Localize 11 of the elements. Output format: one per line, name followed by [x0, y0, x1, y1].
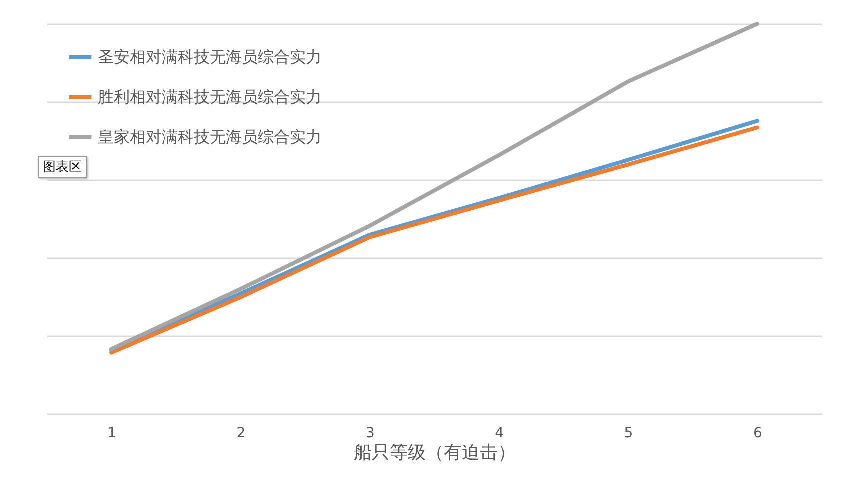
legend-label: 圣安相对满科技无海员综合实力 [98, 48, 322, 66]
legend-label: 胜利相对满科技无海员综合实力 [98, 88, 322, 106]
x-tick-label: 2 [236, 426, 246, 442]
x-tick-label: 6 [753, 426, 762, 442]
x-tick-label: 3 [366, 426, 375, 442]
x-tick-label: 5 [624, 426, 634, 442]
x-tick-label: 1 [108, 426, 117, 442]
x-axis-title: 船只等级（有迫击） [354, 442, 516, 464]
legend-label: 皇家相对满科技无海员综合实力 [98, 128, 322, 146]
tooltip-box: 图表区 [38, 156, 87, 178]
x-tick-label: 4 [495, 426, 504, 442]
